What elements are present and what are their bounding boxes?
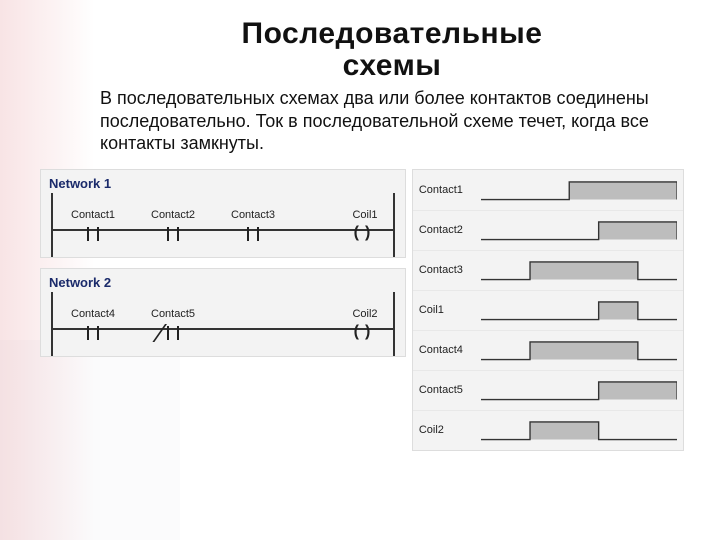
timing-row: Contact1 [413,170,683,210]
timing-label: Coil2 [419,424,481,436]
timing-wave [481,376,677,404]
left-rail [51,292,53,356]
timing-wave [481,336,677,364]
element-label: Contact5 [151,308,195,320]
contact-element: Contact3 [231,209,275,245]
contact-element: Contact1 [71,209,115,245]
intro-text: В последовательных схемах два или более … [100,87,664,155]
ladder-rung-1: Contact1 Contact2 Contact3 Coil1 () [41,193,405,257]
timing-label: Coil1 [419,304,481,316]
timing-row: Contact3 [413,250,683,290]
element-label: Coil1 [351,209,379,221]
title-line-2: схемы [343,49,442,82]
title-line-1: Последовательные [242,17,543,50]
right-rail [393,193,395,257]
coil-icon: () [351,322,379,344]
timing-wave [481,176,677,204]
ladder-network-2: Network 2 Contact4 Contact5 Coil2 () [40,268,406,357]
contact-element: Contact4 [71,308,115,344]
timing-row: Coil2 [413,410,683,450]
left-rail [51,193,53,257]
timing-wave [481,416,677,444]
timing-diagram: Contact1 Contact2 Contact3 Coil1 Contact… [412,169,684,451]
right-rail [393,292,395,356]
network-title: Network 2 [41,269,405,292]
coil-element: Coil2 () [351,308,379,344]
timing-wave [481,296,677,324]
coil-icon: () [351,223,379,245]
contact-no-icon [79,223,107,245]
contact-no-icon [79,322,107,344]
coil-element: Coil1 () [351,209,379,245]
timing-row: Contact5 [413,370,683,410]
element-label: Contact3 [231,209,275,221]
contact-nc-icon [159,322,187,344]
timing-wave [481,216,677,244]
ladder-network-1: Network 1 Contact1 Contact2 Contact3 Coil1 (… [40,169,406,258]
page-title: Последовательные схемы [100,18,684,81]
timing-label: Contact5 [419,384,481,396]
contact-element: Contact2 [151,209,195,245]
element-label: Contact1 [71,209,115,221]
timing-label: Contact4 [419,344,481,356]
element-label: Contact4 [71,308,115,320]
element-label: Coil2 [351,308,379,320]
element-label: Contact2 [151,209,195,221]
contact-no-icon [239,223,267,245]
diagram-panels: Network 1 Contact1 Contact2 Contact3 Coil1 (… [40,169,684,451]
contact-element: Contact5 [151,308,195,344]
timing-row: Coil1 [413,290,683,330]
timing-wave [481,256,677,284]
timing-row: Contact4 [413,330,683,370]
timing-row: Contact2 [413,210,683,250]
timing-label: Contact3 [419,264,481,276]
ladder-rung-2: Contact4 Contact5 Coil2 () [41,292,405,356]
timing-label: Contact2 [419,224,481,236]
contact-no-icon [159,223,187,245]
timing-label: Contact1 [419,184,481,196]
network-title: Network 1 [41,170,405,193]
